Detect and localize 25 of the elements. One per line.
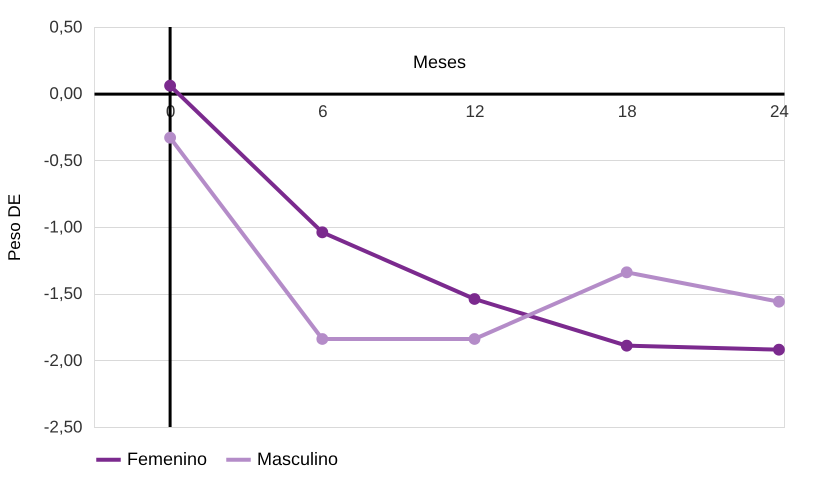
point — [164, 80, 176, 92]
y-tick-label: 0,50 — [49, 18, 82, 36]
point — [316, 226, 328, 238]
y-tick-label: -2,50 — [44, 418, 82, 436]
point — [620, 266, 633, 278]
point — [316, 333, 328, 345]
y-tick-label: -2,00 — [44, 350, 82, 370]
x-tick-label: 18 — [618, 102, 637, 122]
y-tick-label: -0,50 — [44, 150, 82, 170]
point — [620, 340, 633, 352]
x-tick-label: 12 — [466, 102, 484, 122]
point — [164, 132, 176, 144]
y-axis-title: Peso DE — [4, 194, 24, 262]
legend-label: Femenino — [127, 448, 208, 469]
x-tick-label: 24 — [770, 102, 789, 122]
legend-label: Masculino — [257, 448, 338, 469]
x-axis-title: Meses — [412, 52, 466, 72]
point — [773, 344, 785, 356]
point — [773, 296, 785, 308]
y-tick-label: -1,50 — [44, 284, 82, 304]
y-tick-label: -1,00 — [44, 218, 82, 236]
point — [468, 333, 480, 345]
point — [468, 293, 480, 305]
x-tick-label: 6 — [318, 102, 328, 122]
y-tick-label: 0,00 — [49, 84, 82, 104]
